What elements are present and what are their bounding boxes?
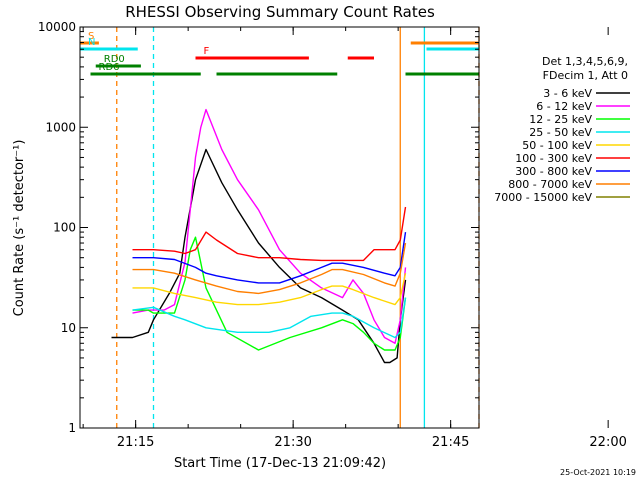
x-tick-label-3: 22:00 xyxy=(589,435,626,450)
y-tick-label-1: 10 xyxy=(61,321,76,335)
legend-label-6: 300 - 800 keV xyxy=(515,165,592,178)
series-line-6 xyxy=(132,231,407,284)
x-tick-label-2: 21:45 xyxy=(432,435,469,450)
legend-label-4: 50 - 100 keV xyxy=(522,139,592,152)
y-tick-label-4: 10000 xyxy=(38,20,76,34)
flag-label-n: N xyxy=(88,37,95,48)
legend-label-5: 100 - 300 keV xyxy=(515,152,592,165)
x-tick-label-1: 21:30 xyxy=(274,435,311,450)
series-line-1 xyxy=(132,108,407,344)
y-axis-label: Count Rate (s⁻¹ detector⁻¹) xyxy=(12,140,27,317)
flag-label-rd0: RD0 xyxy=(104,54,125,65)
y-tick-label-0: 1 xyxy=(68,421,76,435)
chart-title: RHESSI Observing Summary Count Rates xyxy=(125,3,435,21)
series-line-5 xyxy=(132,206,407,262)
legend-label-8: 7000 - 15000 keV xyxy=(494,191,592,204)
legend-label-3: 25 - 50 keV xyxy=(529,126,592,139)
legend-label-2: 12 - 25 keV xyxy=(529,113,592,126)
flag-label-rd6: RD6 xyxy=(99,62,120,73)
series-line-3 xyxy=(132,297,407,339)
series-line-7 xyxy=(132,242,407,295)
legend-label-0: 3 - 6 keV xyxy=(543,87,592,100)
x-axis-label: Start Time (17-Dec-13 21:09:42) xyxy=(174,456,386,471)
y-tick-label-2: 100 xyxy=(53,221,76,235)
legend-label-7: 800 - 7000 keV xyxy=(508,178,592,191)
legend-label-1: 6 - 12 keV xyxy=(536,100,592,113)
flag-label-f: F xyxy=(204,46,210,57)
flag-label-s: S xyxy=(88,31,94,42)
legend-header-line-2: FDecim 1, Att 0 xyxy=(543,69,628,82)
x-tick-label-0: 21:15 xyxy=(117,435,154,450)
legend-header-line-1: Det 1,3,4,5,6,9, xyxy=(542,55,628,68)
generation-timestamp: 25-Oct-2021 10:19 xyxy=(560,468,636,477)
series-line-0 xyxy=(111,148,407,364)
y-tick-label-3: 1000 xyxy=(45,120,76,134)
series-line-4 xyxy=(132,273,407,306)
